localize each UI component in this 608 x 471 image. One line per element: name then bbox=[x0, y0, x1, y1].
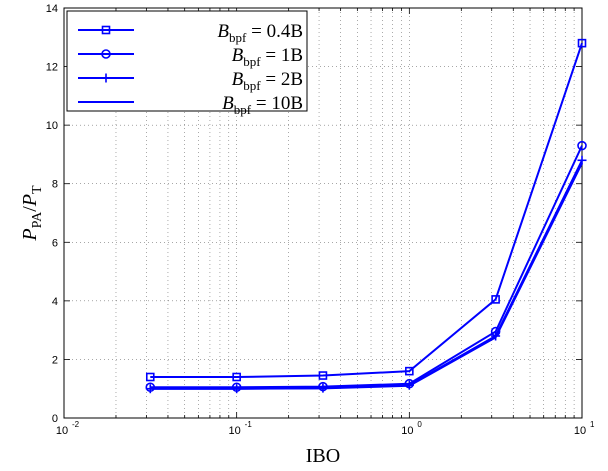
x-tick-label: 10 bbox=[574, 425, 586, 437]
y-label-p1: P bbox=[19, 228, 41, 241]
series-point bbox=[232, 372, 241, 382]
y-label-p2: P bbox=[19, 194, 41, 207]
legend-label-value: = 1B bbox=[261, 45, 303, 66]
x-tick-exponent: 0 bbox=[417, 420, 422, 429]
series-line bbox=[150, 159, 583, 390]
x-tick-exponent: -1 bbox=[245, 420, 253, 429]
legend-label-subscript: bpf bbox=[229, 30, 247, 45]
legend-marker bbox=[101, 73, 111, 83]
series-line bbox=[150, 42, 583, 378]
legend-label: Bbpf = 1B bbox=[232, 45, 303, 69]
x-axis-label: IBO bbox=[306, 445, 340, 467]
series-2 bbox=[145, 155, 587, 394]
legend-entry-3: Bbpf = 10B bbox=[78, 93, 303, 117]
legend-entry-2: Bbpf = 2B bbox=[78, 69, 303, 93]
legend-label-value: = 2B bbox=[261, 69, 303, 90]
series-line bbox=[150, 145, 583, 389]
legend-label-main: B bbox=[217, 21, 229, 42]
legend-marker bbox=[101, 49, 111, 59]
series-point bbox=[491, 295, 500, 304]
series-3 bbox=[150, 162, 583, 390]
legend-marker bbox=[101, 25, 111, 35]
legend-label: Bbpf = 10B bbox=[222, 93, 303, 117]
plot-frame bbox=[63, 7, 583, 419]
y-label-slash: / bbox=[19, 206, 41, 212]
legend-label-main: B bbox=[222, 93, 234, 114]
y-tick-label: 10 bbox=[46, 120, 58, 132]
series-group bbox=[145, 38, 587, 394]
x-tick-exponent: -2 bbox=[72, 420, 80, 429]
series-point bbox=[145, 372, 155, 382]
series-point bbox=[577, 38, 587, 48]
series-point bbox=[318, 371, 328, 380]
series-point bbox=[577, 140, 587, 151]
x-tick-exponent: 1 bbox=[590, 420, 595, 429]
y-tick-label: 6 bbox=[52, 237, 58, 249]
series-0 bbox=[145, 38, 587, 382]
series-line bbox=[150, 162, 583, 390]
y-tick-label: 4 bbox=[52, 296, 58, 308]
legend-label: Bbpf = 0.4B bbox=[217, 21, 303, 45]
legend-box bbox=[66, 10, 308, 112]
x-tick-label: 10 bbox=[401, 425, 413, 437]
legend-label-value: = 0.4B bbox=[246, 21, 303, 42]
series-1 bbox=[145, 140, 587, 393]
legend-entry-1: Bbpf = 1B bbox=[78, 45, 303, 69]
y-label-s2: T bbox=[30, 185, 45, 194]
series-point bbox=[405, 366, 414, 376]
y-tick-label: 8 bbox=[52, 179, 58, 191]
legend-entry-0: Bbpf = 0.4B bbox=[78, 21, 303, 45]
legend-label-main: B bbox=[232, 69, 244, 90]
legend-label-value: = 10B bbox=[251, 93, 303, 114]
y-tick-label: 0 bbox=[52, 413, 58, 425]
y-tick-label: 14 bbox=[46, 3, 58, 15]
x-tick-label: 10 bbox=[229, 425, 241, 437]
y-label-s1: PA bbox=[30, 211, 45, 229]
legend-label: Bbpf = 2B bbox=[232, 69, 303, 93]
legend-label-subscript: bpf bbox=[243, 78, 261, 93]
y-axis-label: PPA/PT bbox=[19, 185, 45, 242]
legend-label-subscript: bpf bbox=[243, 54, 261, 69]
y-tick-label: 2 bbox=[52, 354, 58, 366]
x-tick-label: 10 bbox=[56, 425, 68, 437]
legend-label-subscript: bpf bbox=[234, 102, 252, 117]
legend-label-main: B bbox=[232, 45, 244, 66]
y-tick-label: 12 bbox=[46, 62, 58, 74]
